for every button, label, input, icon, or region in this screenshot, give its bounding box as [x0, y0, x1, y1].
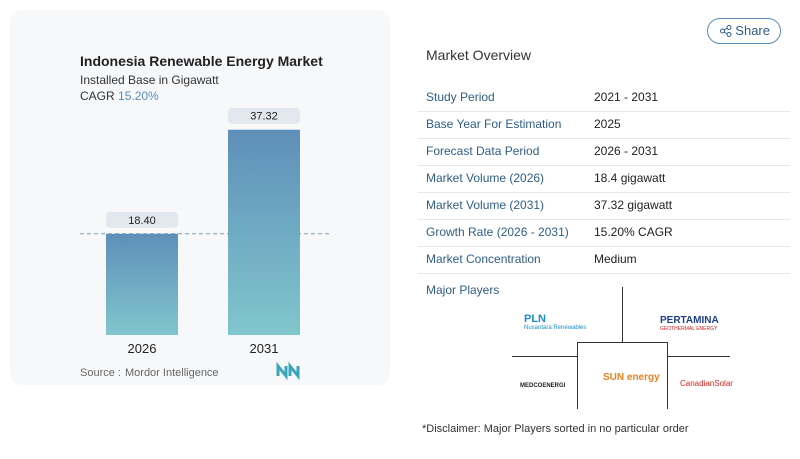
row-label: Market Volume (2031) — [426, 198, 545, 212]
overview-row: Study Period 2021 - 2031 — [418, 84, 790, 112]
source: Mordor Intelligence — [125, 367, 219, 379]
row-value: 2026 - 2031 — [594, 144, 659, 158]
logo-box — [577, 342, 668, 409]
value-label: 18.40 — [128, 215, 156, 227]
overview-row: Market Volume (2031) 37.32 gigawatt — [418, 192, 790, 220]
overview-row: Growth Rate (2026 - 2031) 15.20% CAGR — [418, 219, 790, 247]
player: CanadianSolar — [680, 379, 733, 388]
overview-row: Forecast Data Period 2026 - 2031 — [418, 138, 790, 166]
row-label: Base Year For Estimation — [426, 117, 562, 131]
player: SUN energy — [603, 372, 660, 383]
cagr-label: CAGR — [80, 89, 115, 103]
cagr-value: 15.20% — [118, 89, 159, 103]
row-value: 15.20% CAGR — [594, 225, 673, 239]
chart-subtitle: Installed Base in Gigawatt — [80, 73, 219, 87]
logo — [276, 361, 300, 381]
bar — [106, 233, 178, 335]
divider — [622, 287, 623, 342]
player: GEOTHERMAL ENERGY — [660, 326, 718, 332]
share-icon — [720, 25, 732, 37]
row-value: 37.32 gigawatt — [594, 198, 673, 212]
overview-row: Base Year For Estimation 2025 — [418, 111, 790, 139]
share-button[interactable]: Share — [707, 18, 781, 44]
row-value: 2021 - 2031 — [594, 90, 659, 104]
row-label: Market Concentration — [426, 252, 541, 266]
share-label: Share — [735, 23, 770, 38]
chart-card — [10, 10, 390, 385]
overview-title: Market Overview — [426, 47, 532, 63]
chart: Source : Mordor Intelligence 18.40 2026 37… — [80, 107, 330, 381]
value-label: 37.32 — [250, 111, 278, 123]
row-label: Growth Rate (2026 - 2031) — [426, 225, 569, 239]
x-tick-label: 2031 — [250, 341, 279, 356]
player-logo: PERTAMINA GEOTHERMAL ENERGY — [660, 315, 719, 332]
row-label: Forecast Data Period — [426, 144, 540, 158]
source-label: Source : — [80, 367, 121, 379]
row-label: Market Volume (2026) — [426, 171, 545, 185]
value-label-box — [228, 107, 300, 124]
player: MEDCOENERGI — [520, 383, 566, 389]
chart-title: Indonesia Renewable Energy Market — [80, 53, 323, 69]
player: PLN — [524, 313, 546, 325]
value-label-box — [106, 211, 178, 228]
player-logo: PLN Nusantara Renewables — [524, 313, 586, 331]
players-title: Major Players — [426, 283, 500, 297]
bar — [228, 129, 300, 335]
overview-row: Market Volume (2026) 18.4 gigawatt — [418, 165, 790, 193]
row-label: Study Period — [426, 90, 495, 104]
disclaimer: *Disclaimer: Major Players sorted in no … — [422, 423, 689, 435]
row-value: 18.4 gigawatt — [594, 171, 666, 185]
x-tick-label: 2026 — [128, 341, 157, 356]
overview-row: Market Concentration Medium — [418, 246, 790, 274]
row-value: Medium — [594, 252, 637, 266]
player: PERTAMINA — [660, 315, 719, 326]
cagr: CAGR 15.20% — [80, 89, 159, 103]
row-value: 2025 — [594, 117, 621, 131]
player: Nusantara Renewables — [524, 325, 587, 331]
